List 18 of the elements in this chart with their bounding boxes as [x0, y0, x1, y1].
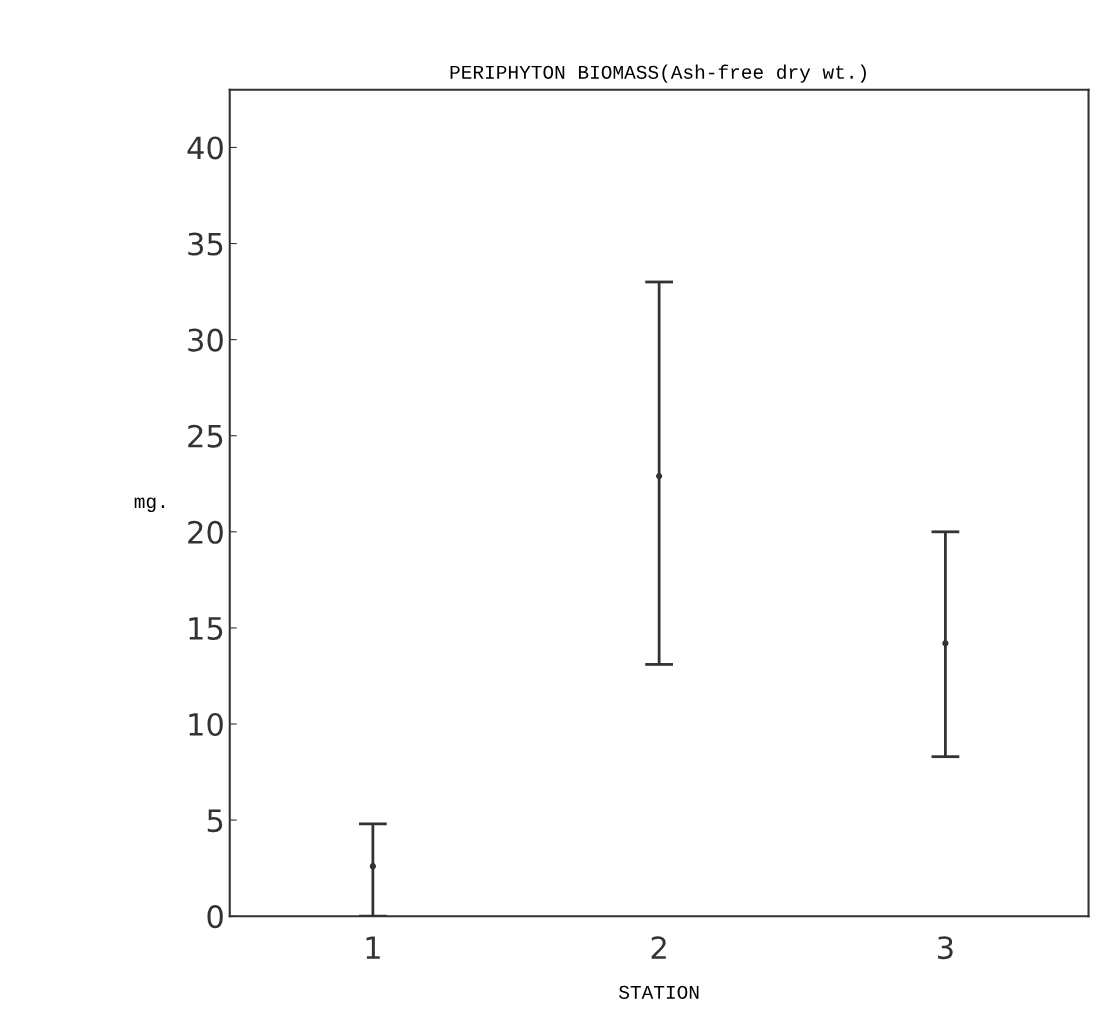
point [942, 640, 949, 647]
x-tick-label: 3 [938, 936, 953, 960]
x-axis-title: STATION [619, 985, 699, 999]
y-tick-label: 0 [207, 905, 223, 929]
x-tick-label: 2 [651, 936, 666, 959]
x-tick-label: 1 [366, 936, 380, 959]
chart-title: PERIPHYTON BIOMASS(Ash-free dry wt.) [450, 64, 866, 83]
y-tick-label: 35 [188, 232, 223, 256]
y-tick-label: 5 [207, 809, 223, 833]
y-tick-label: 20 [188, 520, 223, 544]
y-tick-label: 15 [189, 617, 223, 640]
y-tick-label: 30 [188, 328, 223, 352]
point [656, 472, 663, 480]
y-axis-title: mg. [134, 497, 165, 513]
y-tick-label: 40 [187, 136, 223, 160]
point [369, 863, 376, 870]
y-tick-label: 10 [189, 712, 223, 737]
y-tick-label: 25 [188, 424, 223, 448]
